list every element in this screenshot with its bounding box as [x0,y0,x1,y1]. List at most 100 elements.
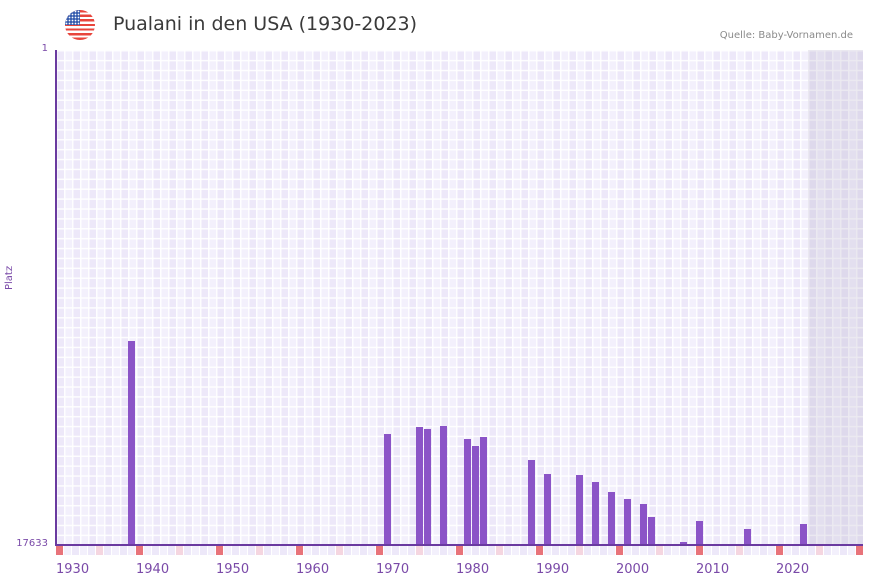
x-tick-2020: 2020 [776,562,810,577]
year-marker [72,546,79,555]
bar-2010 [696,520,703,545]
y-tick-top: 1 [41,43,48,54]
y-tick-bottom: 17633 [16,538,48,549]
y-axis-label: Platz [4,265,15,290]
year-marker [600,546,607,555]
year-marker [576,546,583,555]
year-marker [560,546,567,555]
year-marker [608,546,615,555]
year-marker [552,546,559,555]
year-marker [176,546,183,555]
year-marker [536,546,543,555]
year-marker [672,546,679,555]
year-marker [56,546,63,555]
year-marker [544,546,551,555]
year-marker [656,546,663,555]
year-marker [192,546,199,555]
year-marker [184,546,191,555]
bar-2003 [640,503,647,545]
year-marker [528,546,535,555]
year-marker [800,546,807,555]
year-marker [776,546,783,555]
year-marker [480,546,487,555]
year-marker [520,546,527,555]
year-marker [384,546,391,555]
year-marker [216,546,223,555]
year-marker [280,546,287,555]
year-marker [328,546,335,555]
year-marker [320,546,327,555]
year-marker [816,546,823,555]
year-marker [376,546,383,555]
year-marker [688,546,695,555]
bar-1997 [592,481,599,545]
year-marker [848,546,855,555]
year-marker [312,546,319,555]
bar-2001 [624,498,631,545]
x-tick-2000: 2000 [616,562,650,577]
bar-1971 [384,433,391,545]
year-marker [784,546,791,555]
year-marker [592,546,599,555]
year-marker [472,546,479,555]
year-marker [304,546,311,555]
year-marker [232,546,239,555]
year-marker [432,546,439,555]
year-marker [104,546,111,555]
x-tick-1990: 1990 [536,562,570,577]
bar-1989 [528,459,535,545]
year-marker [752,546,759,555]
year-marker [464,546,471,555]
bar-1982 [472,445,479,545]
year-marker [248,546,255,555]
year-marker [856,546,863,555]
year-marker [840,546,847,555]
year-marker [496,546,503,555]
year-marker [64,546,71,555]
bar-1983 [480,436,487,545]
year-marker [768,546,775,555]
y-axis [55,50,57,546]
year-marker [200,546,207,555]
year-marker [648,546,655,555]
year-marker [168,546,175,555]
x-tick-1950: 1950 [216,562,250,577]
bar-2023 [800,523,807,545]
year-marker [512,546,519,555]
bar-1999 [608,491,615,545]
year-marker [264,546,271,555]
year-marker [80,546,87,555]
year-marker [128,546,135,555]
year-marker [624,546,631,555]
year-marker [400,546,407,555]
year-marker [808,546,815,555]
year-marker [240,546,247,555]
year-marker [448,546,455,555]
year-marker [744,546,751,555]
year-marker [832,546,839,555]
year-marker [456,546,463,555]
plot-area [56,50,863,545]
bar-2016 [744,528,751,545]
year-marker [720,546,727,555]
year-marker [616,546,623,555]
x-tick-1970: 1970 [376,562,410,577]
year-marker [696,546,703,555]
year-marker [144,546,151,555]
bar-1939 [128,340,135,545]
x-tick-2010: 2010 [696,562,730,577]
year-marker [416,546,423,555]
year-marker [632,546,639,555]
year-marker [584,546,591,555]
x-tick-1940: 1940 [136,562,170,577]
x-tick-1980: 1980 [456,562,490,577]
x-axis [55,544,863,546]
bar-1995 [576,474,583,545]
bar-1976 [424,428,431,545]
bar-2008 [680,541,687,545]
year-marker [296,546,303,555]
year-marker [408,546,415,555]
year-marker [112,546,119,555]
year-marker [96,546,103,555]
year-markers [56,546,863,555]
